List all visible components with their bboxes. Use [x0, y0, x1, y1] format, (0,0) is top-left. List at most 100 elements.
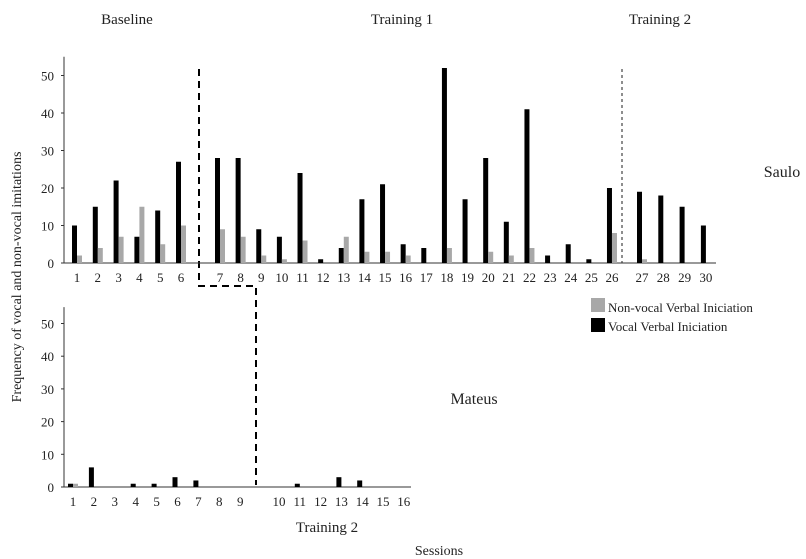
x-tick-label: 2: [91, 494, 98, 509]
x-axis-title: Sessions: [415, 544, 463, 559]
y-tick-label: 10: [41, 219, 54, 234]
x-tick-label: 29: [678, 270, 691, 285]
x-tick-label: 10: [275, 270, 288, 285]
bar-vocal: [151, 483, 157, 487]
bar-vocal: [193, 480, 199, 487]
bar-non-vocal: [118, 236, 124, 263]
bar-vocal: [336, 477, 342, 487]
y-tick-label: 40: [41, 349, 54, 364]
bar-non-vocal: [302, 240, 308, 263]
bar-non-vocal: [364, 251, 370, 263]
x-tick-label: 20: [482, 270, 495, 285]
legend: Non-vocal Verbal Iniciation Vocal Verbal…: [591, 298, 753, 334]
subject-label-mateus: Mateus: [450, 391, 497, 408]
x-tick-label: 25: [585, 270, 598, 285]
x-tick-label: 8: [216, 494, 223, 509]
x-tick-label: 11: [296, 270, 309, 285]
x-tick-label: 23: [544, 270, 557, 285]
bar-non-vocal: [508, 255, 514, 263]
x-tick-label: 14: [356, 494, 370, 509]
bar-vocal: [400, 244, 406, 263]
bar-vocal: [462, 199, 468, 263]
bar-vocal: [113, 180, 119, 263]
x-tick-label: 22: [523, 270, 536, 285]
y-tick-label: 10: [41, 447, 54, 462]
bar-non-vocal: [139, 206, 145, 263]
x-tick-label: 11: [294, 494, 307, 509]
y-tick-label: 0: [48, 480, 55, 495]
y-tick-label: 50: [41, 317, 54, 332]
bar-vocal: [586, 259, 592, 263]
x-tick-label: 3: [112, 494, 119, 509]
x-tick-label: 8: [237, 270, 244, 285]
bar-vocal: [545, 255, 551, 263]
bar-vocal: [215, 158, 220, 263]
legend-swatch-vocal: [591, 318, 605, 332]
x-tick-label: 17: [420, 270, 434, 285]
bar-non-vocal: [261, 255, 267, 263]
bar-vocal: [88, 467, 94, 487]
x-tick-label: 15: [379, 270, 392, 285]
bar-vocal: [92, 206, 98, 263]
x-tick-label: 18: [440, 270, 453, 285]
x-tick-label: 6: [178, 270, 185, 285]
legend-label-non-vocal: Non-vocal Verbal Iniciation: [608, 300, 753, 315]
x-tick-label: 16: [397, 494, 411, 509]
bar-vocal: [256, 229, 262, 263]
bar-non-vocal: [240, 236, 246, 263]
legend-swatch-non-vocal: [591, 298, 605, 312]
bar-vocal: [235, 158, 241, 263]
bar-non-vocal: [529, 248, 535, 263]
legend-label-vocal: Vocal Verbal Iniciation: [608, 319, 728, 334]
x-tick-label: 10: [273, 494, 286, 509]
x-tick-label: 24: [564, 270, 578, 285]
x-tick-label: 27: [636, 270, 650, 285]
x-tick-label: 30: [699, 270, 712, 285]
bar-non-vocal: [77, 255, 82, 263]
bar-vocal: [658, 195, 664, 263]
x-tick-label: 13: [335, 494, 348, 509]
bar-vocal: [357, 480, 363, 487]
bar-non-vocal: [488, 251, 494, 263]
bar-vocal: [637, 191, 642, 263]
bar-vocal: [338, 248, 344, 263]
training1-phase-label: Training 1: [371, 12, 433, 28]
bar-vocal: [155, 210, 161, 263]
bar-vocal: [68, 483, 73, 487]
x-tick-label: 3: [115, 270, 122, 285]
x-tick-label: 14: [358, 270, 372, 285]
x-tick-label: 4: [136, 270, 143, 285]
bar-non-vocal: [642, 259, 647, 263]
bar-vocal: [318, 259, 324, 263]
bar-vocal: [297, 173, 303, 263]
bar-vocal: [483, 158, 489, 263]
bar-vocal: [606, 188, 612, 263]
y-tick-label: 40: [41, 106, 54, 121]
bar-non-vocal: [281, 259, 287, 263]
bar-vocal: [359, 199, 365, 263]
x-tick-label: 5: [153, 494, 160, 509]
bar-vocal: [134, 236, 140, 263]
y-tick-label: 20: [41, 415, 54, 430]
y-tick-label: 30: [41, 144, 54, 159]
bar-vocal: [503, 221, 509, 263]
x-tick-label: 7: [195, 494, 202, 509]
x-tick-label: 2: [95, 270, 102, 285]
training2-phase-label-bottom: Training 2: [296, 520, 358, 536]
bar-non-vocal: [220, 229, 225, 263]
bar-vocal: [172, 477, 178, 487]
bar-vocal: [176, 161, 181, 263]
x-tick-label: 4: [132, 494, 139, 509]
bar-vocal: [421, 248, 427, 263]
bar-vocal: [441, 68, 447, 263]
phase-change-lines: [198, 69, 623, 485]
bar-vocal: [294, 483, 300, 487]
y-axis-title: Frequency of vocal and non-vocal imitati…: [10, 152, 25, 403]
bar-non-vocal: [385, 251, 391, 263]
y-tick-label: 50: [41, 69, 54, 84]
x-tick-label: 5: [157, 270, 164, 285]
bar-non-vocal: [405, 255, 411, 263]
training2-phase-label-top: Training 2: [629, 12, 691, 28]
